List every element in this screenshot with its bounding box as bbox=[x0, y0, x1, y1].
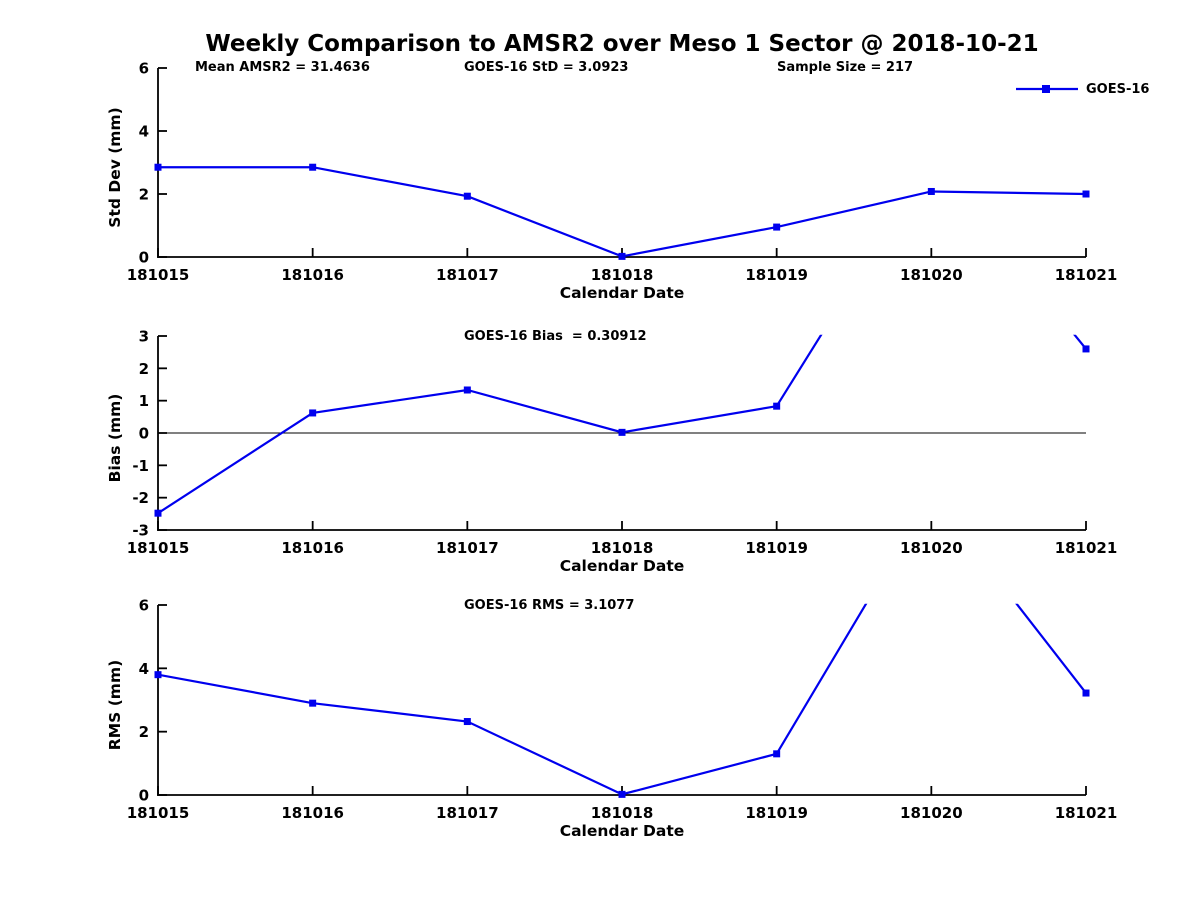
std-dev-x-tick-label: 181017 bbox=[436, 266, 499, 284]
std-dev-data-point-marker bbox=[773, 223, 781, 231]
std-dev-x-tick-label: 181018 bbox=[591, 266, 654, 284]
rms-y-tick-label: 2 bbox=[139, 723, 149, 741]
rms-y-tick-label: 4 bbox=[139, 660, 149, 678]
std-dev-x-tick-label: 181019 bbox=[745, 266, 808, 284]
bias-axes: -3 -2 -1 0 1 2 3 181015 181016 181017 181018 181019… bbox=[127, 328, 1118, 558]
annotation-mean-amsr2: Mean AMSR2 = 31.4636 bbox=[195, 60, 370, 75]
bias-x-tick-label: 181015 bbox=[127, 539, 190, 557]
bias-x-tick-label: 181018 bbox=[591, 539, 654, 557]
std-dev-data-point-marker bbox=[309, 163, 317, 171]
bias-x-tick-label: 181020 bbox=[900, 539, 963, 557]
std-dev-series-line bbox=[158, 166, 1086, 258]
std-dev-x-tick-label: 181016 bbox=[281, 266, 344, 284]
legend: GOES-16 bbox=[1015, 80, 1149, 98]
annotation-goes16-bias: GOES-16 Bias = 0.30912 bbox=[464, 329, 647, 344]
std-dev-data-point-marker bbox=[1082, 190, 1090, 198]
std-dev-x-tick-label: 181020 bbox=[900, 266, 963, 284]
std-dev-ylabel: Std Dev (mm) bbox=[106, 107, 124, 227]
bias-plot: -3 -2 -1 0 1 2 3 181015 181016 181017 181018 181019… bbox=[106, 328, 1118, 576]
std-dev-axes: 0 2 4 6 181015 181016 181017 181018 181019 181020… bbox=[127, 60, 1118, 285]
rms-axes: 0 2 4 6 181015 181016 181017 181018 181019 181020… bbox=[127, 597, 1118, 823]
std-dev-xlabel: Calendar Date bbox=[560, 284, 685, 302]
bias-y-tick-label: 3 bbox=[139, 328, 149, 346]
rms-xlabel: Calendar Date bbox=[560, 822, 685, 840]
annotation-sample-size: Sample Size = 217 bbox=[777, 60, 914, 75]
bias-y-tick-label: 2 bbox=[139, 360, 149, 378]
std-dev-y-tick-label: 4 bbox=[139, 123, 149, 141]
std-dev-data-point-marker bbox=[463, 192, 471, 200]
bias-y-tick-label: 0 bbox=[139, 425, 149, 443]
rms-x-tick-label: 181019 bbox=[745, 804, 808, 822]
legend-label: GOES-16 bbox=[1086, 81, 1150, 97]
rms-ylabel: RMS (mm) bbox=[106, 660, 124, 750]
std-dev-plot: 0 2 4 6 181015 181016 181017 181018 181019 181020… bbox=[106, 60, 1117, 303]
bias-data-point-marker bbox=[309, 409, 317, 417]
rms-x-tick-label: 181021 bbox=[1055, 804, 1118, 822]
rms-data-point-marker bbox=[309, 699, 317, 707]
std-dev-y-tick-label: 6 bbox=[139, 60, 149, 78]
std-dev-data-point-marker bbox=[154, 163, 162, 171]
rms-data-point-marker bbox=[618, 790, 626, 798]
annotation-goes16-std: GOES-16 StD = 3.0923 bbox=[464, 60, 629, 75]
rms-x-tick-label: 181018 bbox=[591, 804, 654, 822]
std-dev-y-tick-label: 2 bbox=[139, 186, 149, 204]
rms-data-point-marker bbox=[1082, 689, 1090, 697]
bias-data-point-marker bbox=[773, 402, 781, 410]
bias-x-tick-label: 181019 bbox=[745, 539, 808, 557]
bias-x-tick-label: 181016 bbox=[281, 539, 344, 557]
rms-data-point-marker bbox=[154, 671, 162, 679]
rms-data-point-marker bbox=[773, 750, 781, 758]
bias-data-point-marker bbox=[154, 509, 162, 517]
rms-x-tick-label: 181020 bbox=[900, 804, 963, 822]
std-dev-x-tick-label: 181015 bbox=[127, 266, 190, 284]
bias-x-tick-label: 181021 bbox=[1055, 539, 1118, 557]
figure-title: Weekly Comparison to AMSR2 over Meso 1 S… bbox=[205, 31, 1039, 57]
std-dev-data-point-marker bbox=[618, 252, 626, 260]
rms-data-point-marker bbox=[463, 718, 471, 726]
bias-data-point-marker bbox=[463, 386, 471, 394]
bias-data-point-marker bbox=[618, 428, 626, 436]
rms-x-tick-label: 181016 bbox=[281, 804, 344, 822]
bias-y-tick-label: -3 bbox=[132, 522, 149, 540]
std-dev-x-tick-label: 181021 bbox=[1055, 266, 1118, 284]
std-dev-y-tick-label: 0 bbox=[139, 249, 149, 267]
bias-xlabel: Calendar Date bbox=[560, 557, 685, 575]
bias-ylabel: Bias (mm) bbox=[106, 394, 124, 483]
bias-y-tick-label: -2 bbox=[132, 489, 149, 507]
rms-x-tick-label: 181017 bbox=[436, 804, 499, 822]
bias-y-tick-label: -1 bbox=[132, 457, 149, 475]
bias-data-point-marker bbox=[1082, 345, 1090, 353]
rms-y-tick-label: 0 bbox=[139, 787, 149, 805]
rms-plot: 0 2 4 6 181015 181016 181017 181018 181019 181020… bbox=[106, 597, 1118, 841]
annotation-goes16-rms: GOES-16 RMS = 3.1077 bbox=[464, 598, 635, 613]
legend-line-sample-icon bbox=[1016, 85, 1078, 93]
rms-y-tick-label: 6 bbox=[139, 597, 149, 615]
std-dev-data-point-marker bbox=[927, 187, 935, 195]
bias-x-tick-label: 181017 bbox=[436, 539, 499, 557]
bias-y-tick-label: 1 bbox=[139, 392, 149, 410]
rms-x-tick-label: 181015 bbox=[127, 804, 190, 822]
